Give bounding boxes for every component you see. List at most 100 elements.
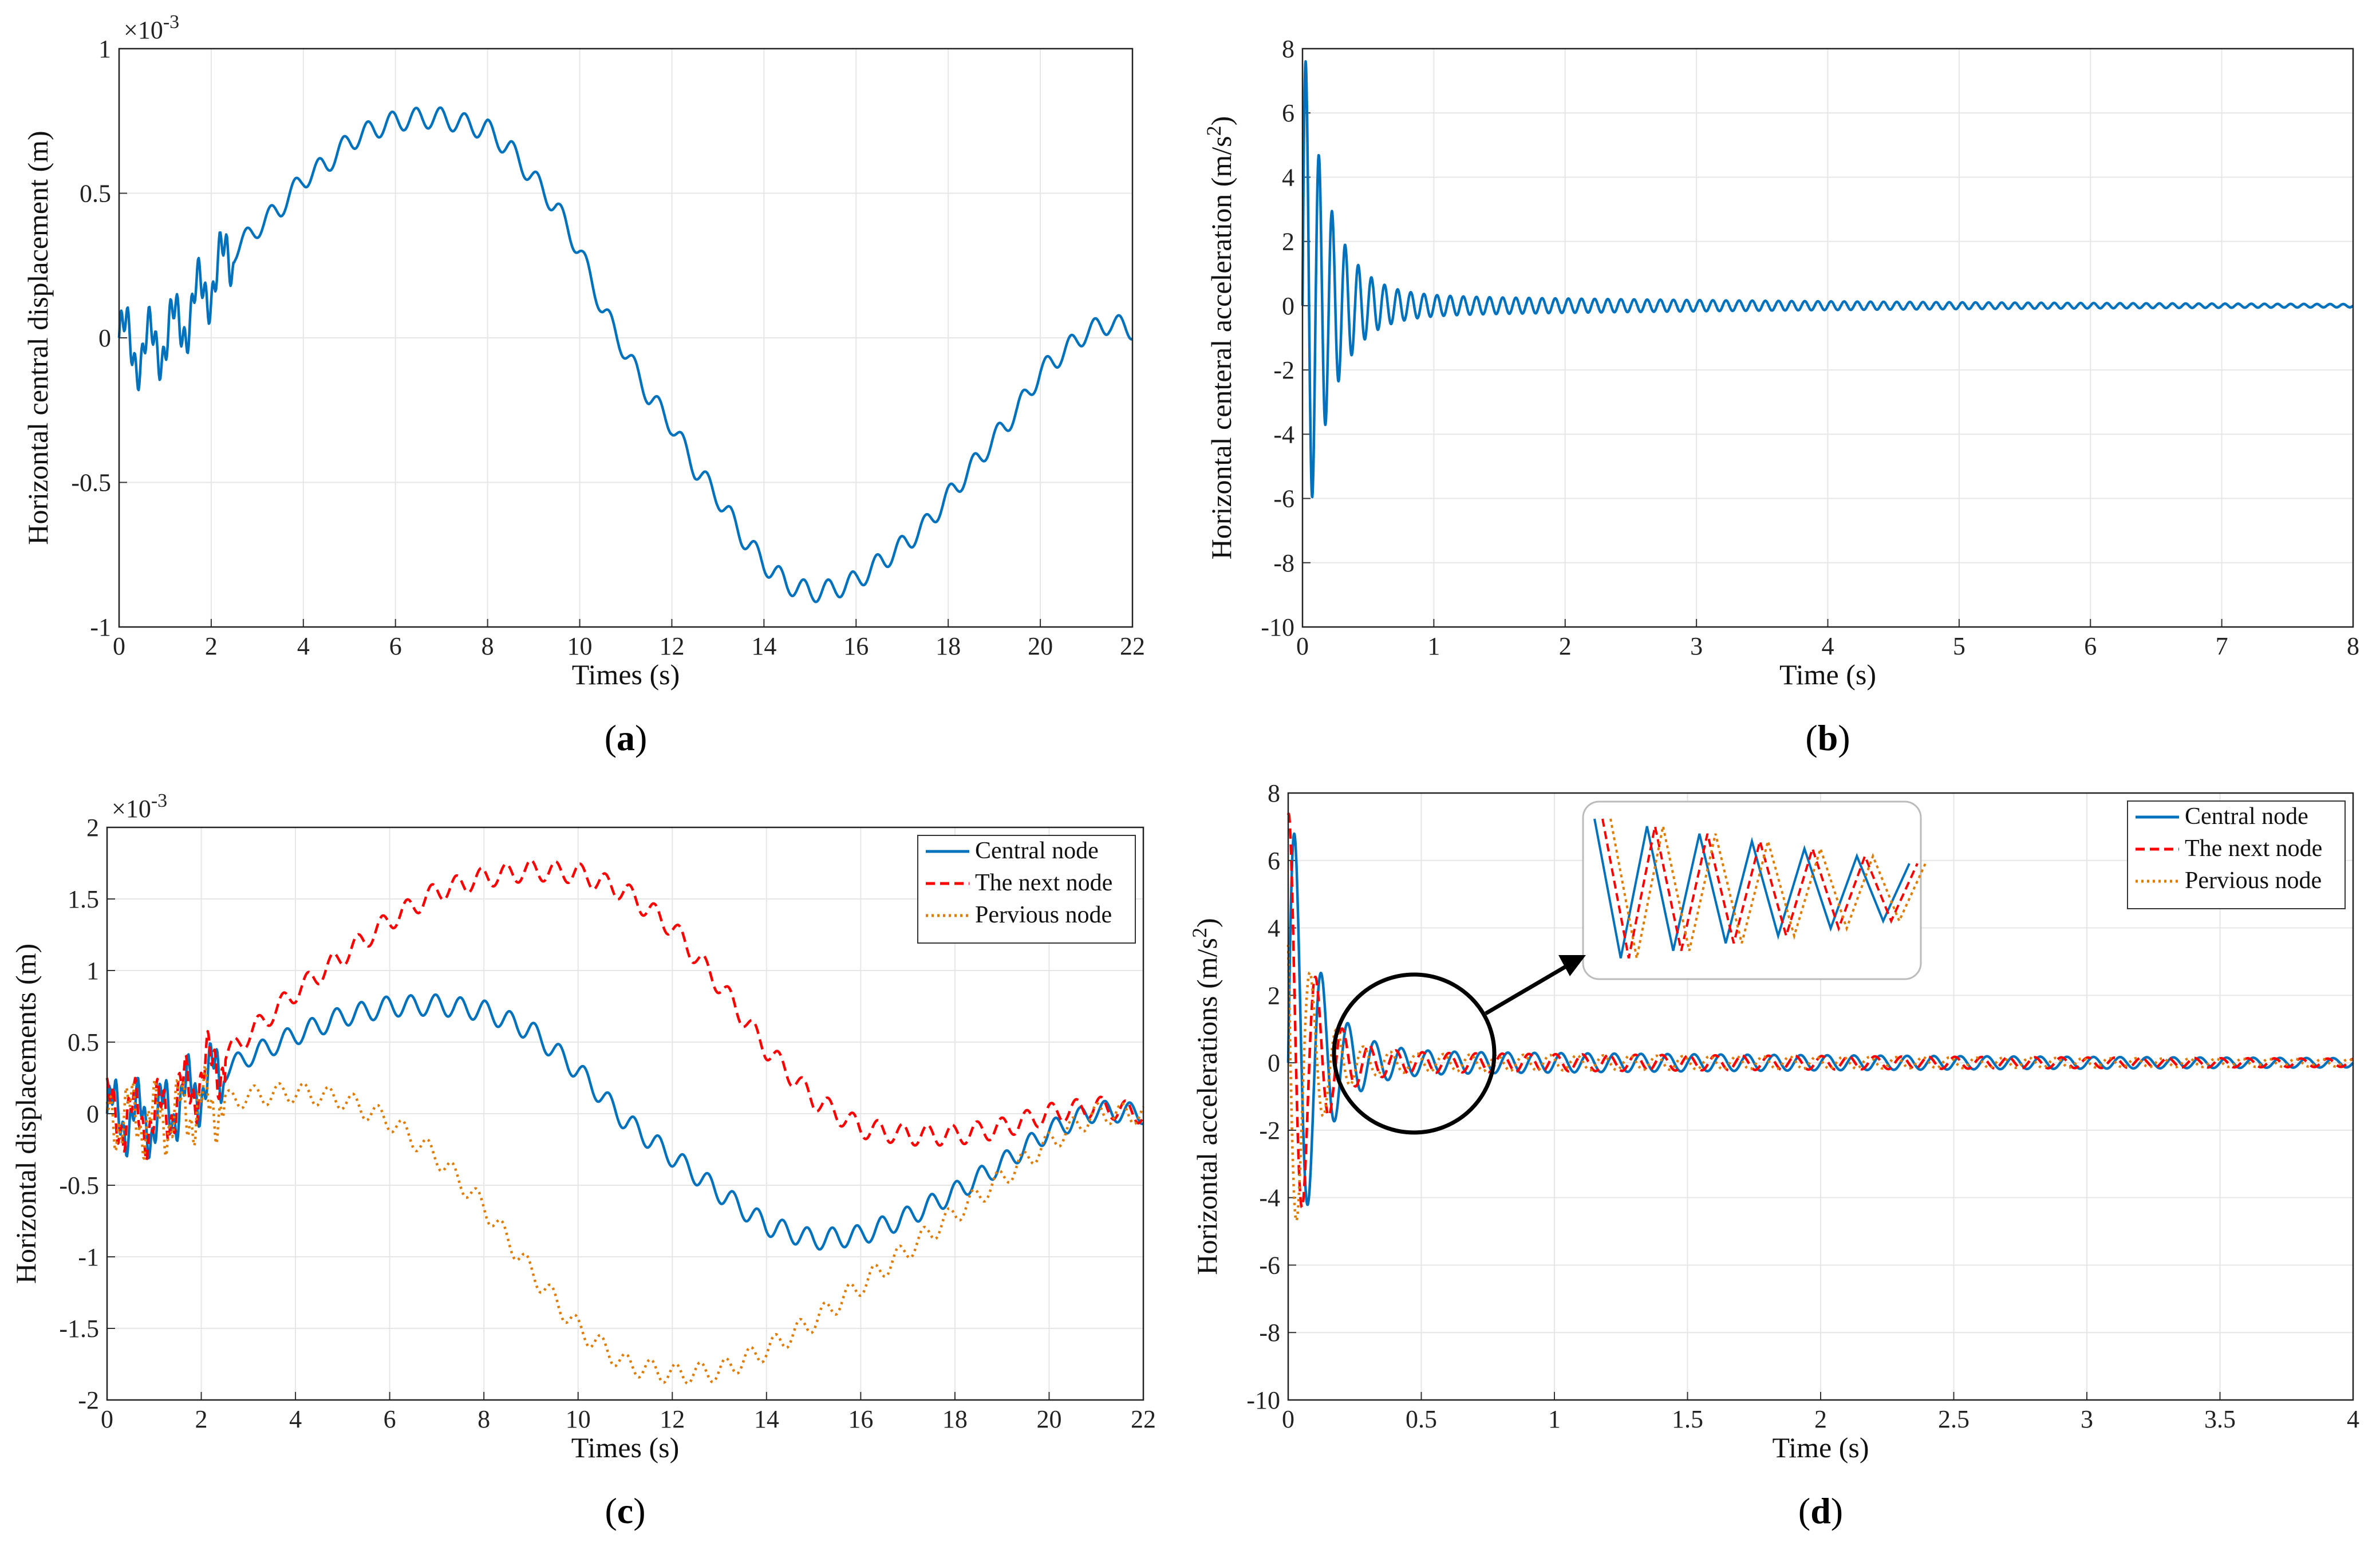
series-line-pervious-node	[105, 1064, 1145, 1385]
x-tick-label: 12	[660, 1405, 685, 1433]
y-tick-label: -8	[1259, 1319, 1280, 1347]
axes-box	[1301, 48, 2354, 628]
y-axis-label: Horizontal displacements (m)	[10, 944, 42, 1284]
panel-label: (c)	[605, 1490, 645, 1531]
panel-label: (a)	[605, 717, 648, 758]
x-axis-label: Times (s)	[571, 1431, 679, 1464]
x-tick-label: 4	[297, 632, 310, 660]
series-line-central-node	[1286, 832, 2354, 1206]
y-axis-label: Horizontal centeral acceleration (m/s2)	[1202, 116, 1237, 560]
x-tick-label: 6	[384, 1405, 396, 1433]
y-tick-label: 0	[86, 1100, 99, 1128]
y-tick-label: -2	[78, 1386, 99, 1414]
y-tick-label: 0	[1268, 1049, 1280, 1077]
axes-box	[106, 826, 1144, 1401]
x-tick-label: 0	[1282, 1405, 1294, 1433]
x-tick-label: 22	[1120, 632, 1145, 660]
x-tick-label: 6	[2084, 632, 2097, 660]
x-tick-label: 2	[1559, 632, 1572, 660]
legend-box	[2127, 800, 2346, 909]
x-tick-label: 10	[567, 632, 593, 660]
y-tick-label: -8	[1273, 549, 1294, 577]
y-axis-label: Horizontal central displacement (m)	[22, 131, 54, 545]
series-line-pervious-node	[1286, 944, 2354, 1222]
x-tick-label: 0	[1296, 632, 1309, 660]
zoom-circle	[1332, 972, 1497, 1135]
series-line-the-next-node	[1286, 812, 2354, 1209]
y-tick-label: 6	[1282, 99, 1294, 127]
y-tick-label: 0.5	[68, 1028, 99, 1056]
x-tick-label: 2	[1814, 1405, 1827, 1433]
panel-label: (d)	[1798, 1490, 1843, 1531]
x-tick-label: 3	[2081, 1405, 2093, 1433]
x-tick-label: 2	[195, 1405, 208, 1433]
x-tick-label: 14	[751, 632, 776, 660]
inset-series-0	[1593, 818, 1911, 959]
y-tick-label: -2	[1273, 356, 1294, 384]
chart-panel-b: 0 1 2 3 4 5 6 7 8 -10 -8 -6 -4 -2 0 2 4 6 8 Time (s) Horizon…	[1202, 35, 2359, 758]
legend-entry: The next node	[2185, 835, 2322, 862]
y-tick-label: -6	[1259, 1251, 1280, 1279]
x-axis-label: Times (s)	[572, 658, 680, 691]
inset-series-2	[1609, 818, 1927, 959]
y-tick-label: 0	[98, 324, 111, 352]
y-axis-label: Horizontal accelerations (m/s2)	[1188, 918, 1223, 1275]
x-tick-label: 12	[659, 632, 684, 660]
series-line-central-displacement	[117, 106, 1133, 604]
y-tick-label: 4	[1282, 163, 1294, 191]
y-tick-label: -1	[90, 613, 111, 641]
y-tick-label: 0	[1282, 292, 1294, 320]
legend: Central node The next node Pervious node	[917, 835, 1136, 944]
y-tick-label: -10	[1261, 613, 1294, 641]
zoom-arrow-line	[1485, 963, 1570, 1016]
legend-entry: Central node	[975, 838, 1099, 864]
x-tick-label: 16	[843, 632, 869, 660]
x-tick-label: 16	[848, 1405, 873, 1433]
axes-box	[118, 48, 1134, 628]
y-tick-label: 6	[1268, 847, 1280, 875]
series-line-central-acceleration	[1301, 60, 2354, 499]
y-tick-label: 4	[1268, 914, 1280, 942]
y-tick-label: 2	[1268, 981, 1280, 1009]
x-tick-label: 3.5	[2204, 1405, 2236, 1433]
x-tick-label: 2	[205, 632, 218, 660]
series-line-central-node	[105, 993, 1144, 1251]
y-tick-label: -0.5	[71, 469, 111, 497]
x-tick-label: 8	[481, 632, 494, 660]
y-tick-label: -4	[1273, 420, 1294, 448]
x-tick-label: 22	[1131, 1405, 1156, 1433]
x-tick-label: 1	[1427, 632, 1440, 660]
x-tick-label: 14	[754, 1405, 779, 1433]
zoom-inset	[1582, 800, 1927, 980]
axis-exponent: ×10-3	[124, 11, 179, 44]
chart-panel-c: 0 2 4 6 8 10 12 14 16 18 20 22 -2 -1.5 -1 -0.5 0 0.5 1 1.5 2…	[10, 790, 1156, 1531]
y-tick-label: 8	[1268, 779, 1280, 807]
x-tick-label: 4	[2347, 1405, 2359, 1433]
x-tick-label: 0	[113, 632, 125, 660]
x-tick-label: 1.5	[1672, 1405, 1703, 1433]
y-tick-label: 8	[1282, 35, 1294, 63]
y-tick-label: -1	[78, 1243, 99, 1271]
axis-exponent: ×10-3	[112, 790, 167, 823]
x-tick-label: 5	[1953, 632, 1965, 660]
chart-panel-d: 0 0.5 1 1.5 2 2.5 3 3.5 4 -10 -8 -6 -4 -2 0 2 4 6 8 Time (s…	[1188, 779, 2359, 1531]
x-tick-label: 18	[942, 1405, 968, 1433]
x-tick-label: 18	[936, 632, 961, 660]
y-tick-label: 0.5	[80, 180, 111, 208]
y-tick-label: 1.5	[68, 885, 99, 913]
x-tick-label: 3	[1690, 632, 1703, 660]
legend-box	[917, 835, 1136, 944]
zoom-arrow-head	[1558, 955, 1586, 976]
x-axis-label: Time (s)	[1772, 1431, 1869, 1464]
x-tick-label: 2.5	[1938, 1405, 1969, 1433]
x-tick-label: 1	[1548, 1405, 1561, 1433]
axes-box	[1287, 792, 2354, 1401]
x-tick-label: 0.5	[1406, 1405, 1437, 1433]
x-tick-label: 0	[101, 1405, 113, 1433]
legend-entry: Pervious node	[2185, 867, 2322, 894]
y-tick-label: 2	[86, 814, 99, 842]
x-tick-label: 4	[1822, 632, 1834, 660]
y-tick-label: 1	[86, 957, 99, 985]
legend-entry: The next node	[975, 870, 1112, 896]
